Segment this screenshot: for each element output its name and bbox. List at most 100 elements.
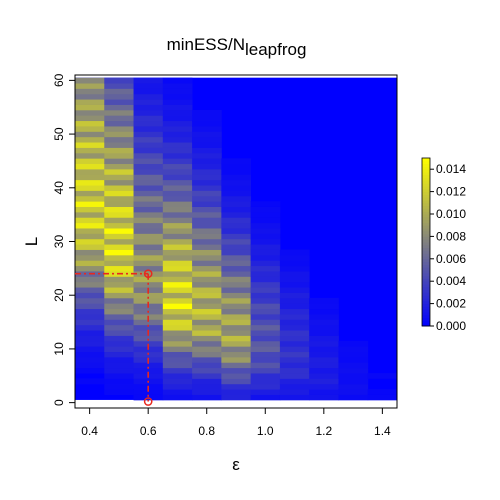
colorbar-tick-label: 0.008 <box>436 229 466 243</box>
heatmap-cell <box>162 104 193 111</box>
heatmap-cell <box>104 195 134 202</box>
heatmap-cell <box>192 351 222 358</box>
heatmap-cell <box>104 174 134 181</box>
heatmap-cell <box>192 340 222 347</box>
colorbar-segment <box>422 272 430 277</box>
heatmap-cell <box>279 378 310 385</box>
heatmap-cell <box>75 367 105 374</box>
heatmap-cell <box>338 383 369 390</box>
heatmap-cell <box>75 238 105 245</box>
heatmap-cell <box>338 340 369 347</box>
svg-text:minESS/N: minESS/N <box>167 35 245 54</box>
heatmap-cell <box>279 373 310 379</box>
heatmap-cell <box>104 168 134 175</box>
heatmap-cell <box>192 378 222 385</box>
heatmap-cell <box>309 297 339 304</box>
heatmap-cell <box>162 356 193 363</box>
colorbar-segment <box>422 239 430 243</box>
heatmap-cell <box>75 147 105 154</box>
heatmap-cell <box>250 324 281 331</box>
heatmap-cell <box>250 265 281 272</box>
heatmap-cell <box>192 131 222 138</box>
heatmap-cell <box>133 109 164 116</box>
heatmap-cell <box>221 297 252 304</box>
heatmap-cell <box>192 228 222 234</box>
colorbar-tick-label: 0.010 <box>436 207 466 221</box>
heatmap-cell <box>162 190 193 197</box>
heatmap-cell <box>221 330 252 336</box>
heatmap-cell <box>192 383 222 390</box>
heatmap-cell <box>104 308 134 315</box>
heatmap-cell <box>162 206 193 213</box>
heatmap-cell <box>192 147 222 154</box>
heatmap-cell <box>192 244 222 250</box>
heatmap-cell <box>221 281 252 288</box>
heatmap-cell <box>133 163 164 170</box>
heatmap-cell <box>75 340 105 347</box>
heatmap-cell <box>75 330 105 336</box>
heatmap-cell <box>279 383 310 390</box>
heatmap-cell <box>75 115 105 122</box>
heatmap-cell <box>104 249 134 256</box>
heatmap-cell <box>133 168 164 175</box>
heatmap-cell <box>133 324 164 331</box>
heatmap-cell <box>133 136 164 143</box>
heatmap-cell <box>75 314 105 320</box>
heatmap-cell <box>221 238 252 245</box>
heatmap-cell <box>221 287 252 293</box>
heatmap-cell <box>75 222 105 229</box>
x-tick-label: 0.6 <box>140 424 157 438</box>
heatmap-cell <box>338 362 369 369</box>
heatmap-cell <box>162 222 193 229</box>
heatmap-cell <box>221 168 252 175</box>
heatmap-cell <box>221 244 252 250</box>
heatmap-cell <box>133 228 164 234</box>
heatmap-cell <box>221 185 252 191</box>
heatmap-cell <box>338 346 369 353</box>
colorbar-segment <box>422 292 430 296</box>
heatmap-cell <box>162 109 193 116</box>
colorbar-segment <box>422 166 430 170</box>
heatmap-cell <box>279 351 310 358</box>
heatmap-cell <box>104 281 134 288</box>
heatmap-cell <box>133 335 164 342</box>
colorbar-segment <box>422 253 430 257</box>
heatmap-cell <box>192 281 222 288</box>
heatmap-cell <box>104 383 134 390</box>
heatmap-cell <box>221 265 252 272</box>
heatmap-cell <box>338 356 369 363</box>
heatmap-cell <box>133 179 164 186</box>
heatmap-cell <box>162 335 193 342</box>
colorbar-segment <box>422 188 430 193</box>
heatmap-cell <box>309 383 339 390</box>
y-tick-label: 30 <box>52 235 66 249</box>
heatmap-cell <box>104 287 134 293</box>
heatmap-cell <box>75 217 105 224</box>
heatmap-cell <box>75 356 105 363</box>
heatmap-cell <box>104 340 134 347</box>
heatmap-cell <box>192 201 222 207</box>
heatmap-cell <box>162 77 193 84</box>
heatmap-cell <box>192 211 222 218</box>
x-tick-label: 1.0 <box>257 424 274 438</box>
heatmap-cell <box>162 174 193 181</box>
heatmap-cell <box>192 265 222 272</box>
colorbar-segment <box>422 174 430 179</box>
heatmap-cell <box>221 228 252 234</box>
heatmap-cell <box>192 120 222 127</box>
optimum-point-base <box>143 397 153 406</box>
colorbar-segment <box>422 281 430 285</box>
heatmap-cell <box>250 238 281 245</box>
heatmap-cell <box>279 340 310 347</box>
heatmap-cell <box>75 206 105 213</box>
heatmap-cell <box>221 362 252 369</box>
colorbar-frame <box>421 157 431 327</box>
heatmap-cell <box>192 174 222 181</box>
colorbar-segment <box>422 177 430 181</box>
heatmap-cell <box>309 367 339 374</box>
colorbar-segment <box>422 214 430 218</box>
heatmap-cell <box>192 303 222 310</box>
colorbar-segment <box>422 275 430 279</box>
colorbar-segment <box>422 278 430 282</box>
heatmap-cell <box>162 136 193 143</box>
